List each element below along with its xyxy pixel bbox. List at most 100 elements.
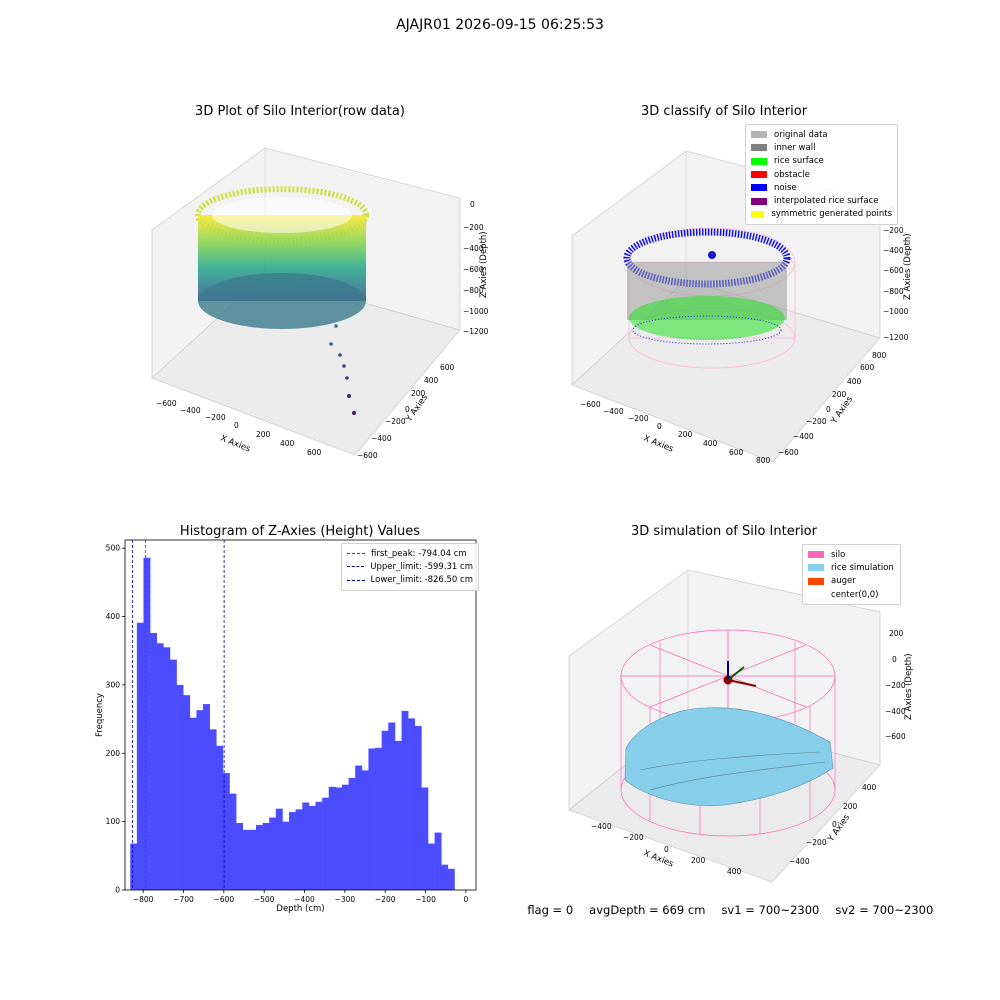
- legend-entry-original-data: original data: [751, 128, 892, 141]
- legend-label: noise: [774, 182, 797, 193]
- svg-text:−400: −400: [180, 406, 201, 415]
- svg-text:0: 0: [405, 405, 410, 414]
- svg-text:200: 200: [256, 430, 271, 439]
- legend-line: [347, 553, 365, 555]
- svg-text:0: 0: [826, 405, 831, 414]
- sv2-value: sv2 = 700~2300: [835, 903, 934, 917]
- legend-line: [347, 579, 365, 581]
- histogram-bar: [249, 829, 257, 890]
- y-tick-label: 400: [106, 612, 121, 621]
- svg-text:−600: −600: [883, 266, 904, 275]
- simulation-axis-ticks: −400 −200 0 200 400 −400 −200 0 200 400 200 0 −2…: [591, 629, 906, 876]
- svg-text:400: 400: [280, 439, 295, 448]
- svg-text:−600: −600: [580, 400, 601, 409]
- svg-text:400: 400: [424, 376, 439, 385]
- svg-text:−200: −200: [623, 833, 644, 842]
- legend-label: Lower_limit: -826.50 cm: [370, 575, 473, 586]
- histogram-bar: [143, 557, 151, 890]
- legend-line: [347, 566, 365, 568]
- legend-label: auger: [831, 576, 856, 587]
- legend-swatch: [808, 591, 824, 598]
- histogram-bar: [335, 787, 343, 890]
- x-tick-label: 0: [464, 895, 469, 904]
- x-tick-label: −200: [375, 895, 396, 904]
- svg-text:400: 400: [862, 783, 877, 792]
- histogram-bar: [408, 718, 416, 890]
- svg-text:200: 200: [843, 802, 858, 811]
- histogram-bar: [156, 643, 164, 890]
- simulation-title: 3D simulation of Silo Interior: [631, 524, 817, 539]
- histogram-bar: [447, 868, 455, 890]
- svg-text:−1200: −1200: [883, 333, 909, 342]
- legend-label: rice surface: [774, 156, 824, 167]
- legend-entry-noise: noise: [751, 181, 892, 194]
- legend-label: inner wall: [774, 142, 816, 153]
- histogram-bar: [189, 717, 197, 890]
- legend-label: first_peak: -794.04 cm: [371, 548, 467, 559]
- svg-text:400: 400: [703, 439, 718, 448]
- histogram-bar: [150, 632, 158, 890]
- legend-label: Upper_limit: -599.31 cm: [370, 561, 473, 572]
- classify-silo-points: [623, 227, 796, 369]
- histogram-bar: [361, 770, 369, 890]
- histogram-bar: [130, 843, 138, 890]
- histogram-bar: [229, 793, 237, 890]
- svg-text:200: 200: [678, 430, 693, 439]
- svg-text:800: 800: [756, 456, 771, 465]
- legend-swatch: [808, 564, 824, 572]
- legend-label: silo: [831, 549, 846, 560]
- y-tick-label: 0: [115, 886, 120, 895]
- legend-entry-rice-simulation: rice simulation: [808, 561, 895, 574]
- avg-depth-value: avgDepth = 669 cm: [589, 903, 706, 917]
- x-tick-label: −100: [415, 895, 436, 904]
- raw-z-axis-label: Z Axies (Depth): [479, 231, 489, 298]
- histogram-bar: [322, 797, 330, 890]
- svg-text:−200: −200: [885, 681, 906, 690]
- histogram-bar: [255, 825, 263, 890]
- histogram-bar: [203, 704, 210, 890]
- histogram-bar: [441, 864, 449, 890]
- svg-text:−600: −600: [156, 399, 177, 408]
- svg-text:−200: −200: [463, 223, 484, 232]
- histogram-bar: [262, 823, 270, 890]
- classify-title: 3D classify of Silo Interior: [640, 104, 808, 119]
- histogram-bar: [275, 808, 283, 890]
- svg-text:−800: −800: [883, 287, 904, 296]
- legend-label: rice simulation: [831, 562, 894, 573]
- svg-text:200: 200: [889, 629, 904, 638]
- y-tick-label: 300: [106, 680, 121, 689]
- histogram-bar: [315, 801, 323, 890]
- histogram-legend: first_peak: -794.04 cm Upper_limit: -599…: [341, 543, 479, 591]
- figure-title: AJAJR01 2026-09-15 06:25:53: [396, 17, 604, 33]
- histogram-bar: [183, 695, 191, 890]
- histogram-bar: [163, 647, 171, 890]
- histogram-bar: [427, 843, 435, 890]
- y-tick-label: 500: [106, 544, 121, 553]
- scatter-raw-title: 3D Plot of Silo Interior(row data): [195, 104, 405, 119]
- histogram-bar: [421, 787, 429, 890]
- svg-text:400: 400: [727, 867, 742, 876]
- histogram-bar: [341, 784, 349, 890]
- legend-swatch: [751, 131, 767, 139]
- svg-text:0: 0: [657, 422, 662, 431]
- sv1-value: sv1 = 700~2300: [721, 903, 820, 917]
- svg-text:0: 0: [664, 845, 669, 854]
- svg-text:600: 600: [440, 363, 455, 372]
- legend-swatch: [808, 577, 824, 585]
- svg-text:−400: −400: [591, 822, 612, 831]
- svg-text:−200: −200: [205, 413, 226, 422]
- legend-label: center(0,0): [831, 589, 879, 600]
- raw-silo-points: [195, 186, 369, 415]
- classify-legend: original data inner wall rice surface ob…: [745, 124, 898, 226]
- svg-text:−600: −600: [778, 448, 799, 457]
- legend-swatch: [751, 210, 765, 218]
- svg-text:0: 0: [470, 200, 475, 209]
- histogram-bar: [289, 812, 296, 890]
- legend-entry-upper-limit: Upper_limit: -599.31 cm: [347, 560, 473, 573]
- histogram-bar: [401, 710, 409, 890]
- histogram-bar: [434, 832, 442, 890]
- svg-text:200: 200: [832, 390, 847, 399]
- svg-text:−1000: −1000: [883, 307, 909, 316]
